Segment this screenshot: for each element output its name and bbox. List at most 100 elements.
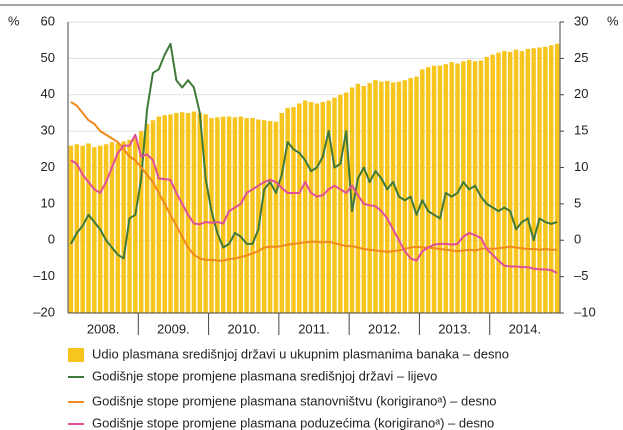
bar (80, 145, 85, 313)
x-tick-label: 2010. (227, 321, 260, 336)
bar (68, 145, 74, 313)
bar (261, 120, 267, 314)
bar (133, 138, 138, 313)
bar (203, 114, 208, 313)
bar (162, 115, 167, 314)
y2-tick-label: 25 (574, 50, 588, 65)
y-tick-label: 30 (41, 123, 55, 138)
y-unit: % (8, 13, 20, 28)
bar (279, 112, 285, 313)
bar (531, 48, 536, 313)
bar (232, 117, 238, 314)
bar (226, 116, 232, 313)
bar (285, 107, 290, 313)
bar (115, 143, 121, 313)
bar (373, 80, 378, 313)
bar (297, 103, 302, 313)
bar (191, 111, 197, 313)
bar (308, 102, 314, 314)
legend-label: Godišnje stope promjene plasmana poduzeć… (92, 415, 494, 430)
bar (455, 63, 460, 313)
bar (338, 94, 343, 313)
bar (238, 116, 244, 313)
bar (384, 80, 390, 314)
y-tick-label: –10 (33, 268, 55, 283)
y-tick-label: 40 (41, 86, 55, 101)
bar (420, 69, 425, 313)
bar (425, 67, 431, 313)
bar (197, 112, 203, 313)
bar (525, 48, 531, 313)
bar (443, 64, 449, 313)
bar (519, 51, 525, 313)
line-series (70, 133, 558, 274)
bar (343, 92, 349, 313)
y-tick-label: 50 (41, 50, 55, 65)
bar (256, 119, 261, 313)
bar (449, 62, 454, 314)
bar (367, 83, 372, 313)
y2-tick-label: –5 (574, 268, 588, 283)
bar (302, 100, 308, 313)
y2-tick-label: –10 (574, 304, 596, 319)
y2-tick-label: 15 (574, 123, 588, 138)
bar (431, 65, 437, 314)
bar (179, 112, 185, 314)
bar (92, 147, 97, 313)
bar (537, 47, 542, 314)
legend-label: Udio plasmana središnjoj državi u ukupni… (92, 346, 509, 361)
y2-tick-label: 0 (574, 232, 581, 247)
bar (150, 120, 156, 314)
bar (332, 97, 337, 313)
bar (121, 141, 126, 313)
x-tick-label: 2012. (368, 321, 401, 336)
bar (209, 118, 214, 313)
bar (273, 121, 279, 313)
bar (144, 123, 150, 313)
bar (74, 144, 80, 313)
bar (109, 142, 115, 313)
bar (174, 112, 179, 313)
bar (543, 46, 548, 314)
bar (361, 86, 367, 314)
bar (326, 100, 331, 313)
bar (320, 102, 326, 314)
bar (402, 80, 408, 313)
y2-unit: % (607, 13, 619, 28)
y-tick-label: 20 (41, 159, 55, 174)
y-tick-label: 60 (41, 13, 55, 28)
bar (215, 117, 220, 314)
bar (408, 78, 413, 313)
bar (548, 45, 554, 313)
bar (138, 131, 144, 313)
legend-swatch (68, 348, 84, 362)
y-tick-label: 10 (41, 195, 55, 210)
bar (437, 65, 443, 314)
y2-tick-label: 30 (574, 13, 588, 28)
bar (507, 51, 513, 313)
y-tick-label: –20 (33, 304, 55, 319)
bar (461, 61, 466, 313)
bar (478, 60, 484, 314)
legend-label: Godišnje stope promjene plasmana stanovn… (92, 393, 496, 408)
y2-tick-label: 5 (574, 195, 581, 210)
bar (156, 116, 162, 313)
line-series (70, 101, 558, 262)
legend-label: Godišnje stope promjene plasmana središn… (92, 368, 437, 383)
bar (355, 83, 361, 314)
bar (496, 52, 501, 314)
bar (314, 103, 320, 313)
x-tick-label: 2011. (298, 321, 330, 336)
bar (267, 120, 273, 313)
x-tick-label: 2013. (438, 321, 471, 336)
bar (127, 139, 132, 313)
bar (554, 43, 560, 313)
bar (379, 81, 384, 313)
y2-tick-label: 20 (574, 86, 588, 101)
y2-tick-label: 10 (574, 159, 588, 174)
bar (250, 118, 255, 313)
bar (414, 76, 419, 313)
bar (86, 143, 91, 313)
x-tick-label: 2014. (509, 321, 542, 336)
